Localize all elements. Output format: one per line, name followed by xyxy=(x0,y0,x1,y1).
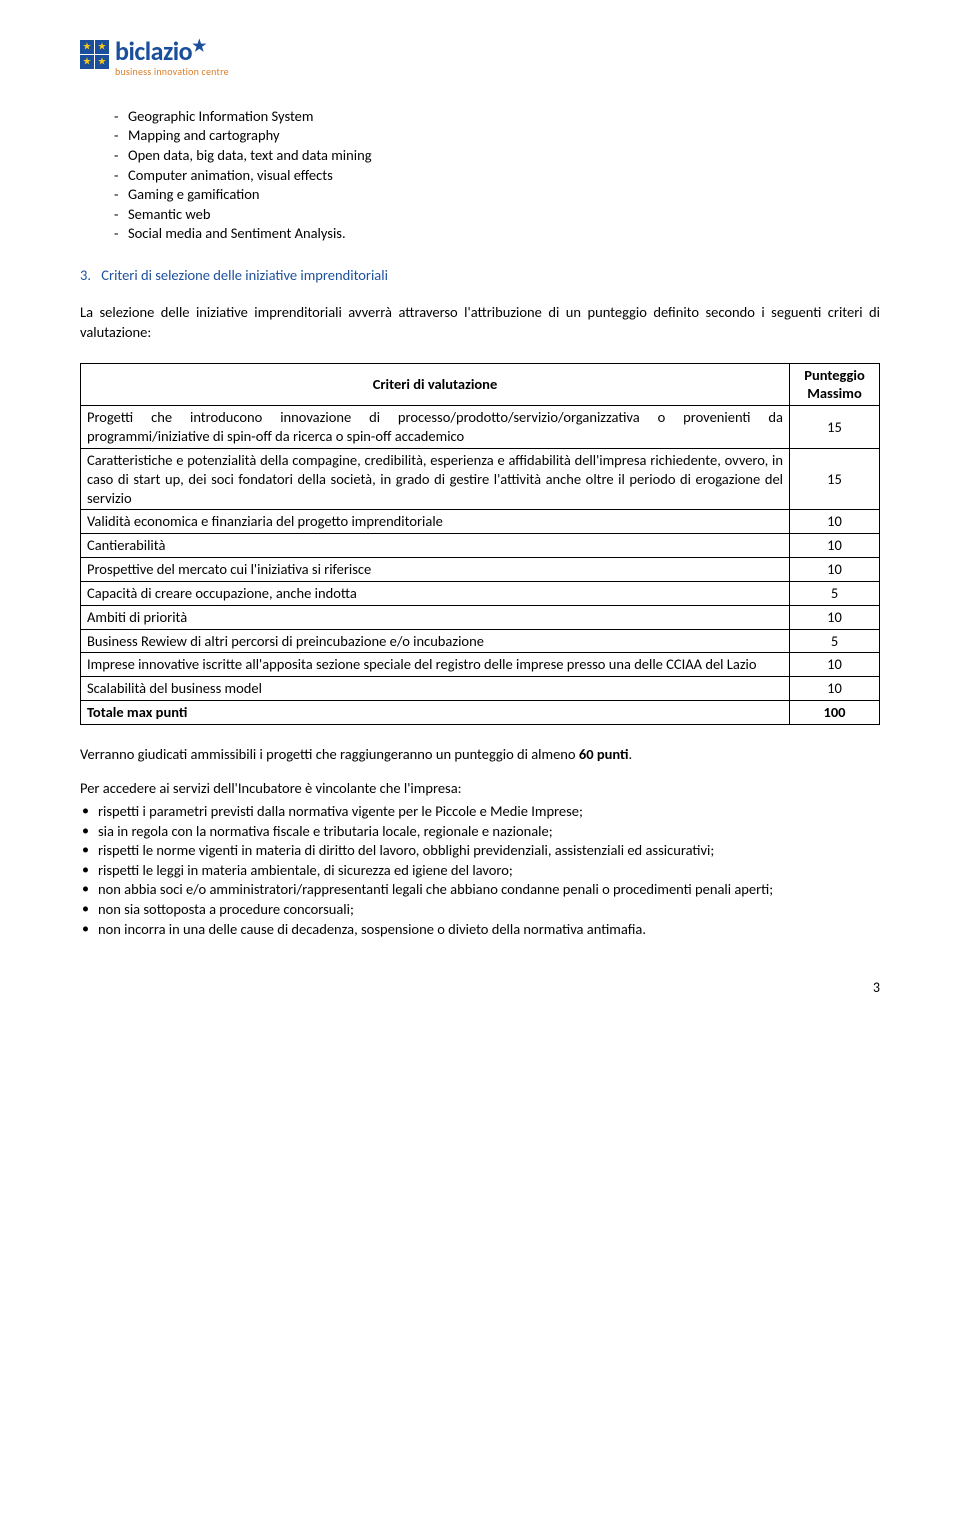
table-row: Prospettive del mercato cui l'iniziativa… xyxy=(81,558,880,582)
section-title: Criteri di selezione delle iniziative im… xyxy=(101,266,388,284)
table-row: Capacità di creare occupazione, anche in… xyxy=(81,581,880,605)
table-row: Cantierabilità10 xyxy=(81,534,880,558)
score-cell: 10 xyxy=(790,534,880,558)
requirements-list: rispetti i parametri previsti dalla norm… xyxy=(80,802,880,939)
criteria-cell: Validità economica e finanziaria del pro… xyxy=(81,510,790,534)
intro-paragraph: La selezione delle iniziative imprendito… xyxy=(80,303,880,342)
table-row: Progetti che introducono innovazione di … xyxy=(81,406,880,449)
score-cell: 10 xyxy=(790,605,880,629)
list-item: Mapping and cartography xyxy=(114,126,880,146)
score-cell: 5 xyxy=(790,581,880,605)
list-item: non sia sottoposta a procedure concorsua… xyxy=(80,900,880,920)
score-cell: 15 xyxy=(790,448,880,510)
table-row: Imprese innovative iscritte all'apposita… xyxy=(81,653,880,677)
technology-bullet-list: Geographic Information SystemMapping and… xyxy=(114,107,880,244)
requirements-intro: Per accedere ai servizi dell'Incubatore … xyxy=(80,779,880,799)
list-item: Computer animation, visual effects xyxy=(114,166,880,186)
list-item: Geographic Information System xyxy=(114,107,880,127)
logo-block: biclazio★ business innovation centre xyxy=(80,40,880,79)
criteria-cell: Capacità di creare occupazione, anche in… xyxy=(81,581,790,605)
table-row: Ambiti di priorità10 xyxy=(81,605,880,629)
section-number: 3. xyxy=(80,266,98,286)
criteria-cell: Caratteristiche e potenzialità della com… xyxy=(81,448,790,510)
list-item: rispetti le norme vigenti in materia di … xyxy=(80,841,880,861)
criteria-table: Criteri di valutazione Punteggio Massimo… xyxy=(80,363,880,726)
list-item: non incorra in una delle cause di decade… xyxy=(80,920,880,940)
table-row: Validità economica e finanziaria del pro… xyxy=(81,510,880,534)
score-cell: 10 xyxy=(790,677,880,701)
list-item: Social media and Sentiment Analysis. xyxy=(114,224,880,244)
table-total-row: Totale max punti100 xyxy=(81,701,880,725)
list-item: Open data, big data, text and data minin… xyxy=(114,146,880,166)
criteria-cell: Ambiti di priorità xyxy=(81,605,790,629)
table-header-criteria: Criteri di valutazione xyxy=(81,363,790,406)
list-item: Gaming e gamification xyxy=(114,185,880,205)
table-row: Scalabilità del business model10 xyxy=(81,677,880,701)
eligibility-paragraph: Verranno giudicati ammissibili i progett… xyxy=(80,745,880,765)
score-cell: 10 xyxy=(790,510,880,534)
criteria-cell: Scalabilità del business model xyxy=(81,677,790,701)
criteria-cell: Progetti che introducono innovazione di … xyxy=(81,406,790,449)
criteria-cell: Business Rewiew di altri percorsi di pre… xyxy=(81,629,790,653)
criteria-cell: Imprese innovative iscritte all'apposita… xyxy=(81,653,790,677)
list-item: Semantic web xyxy=(114,205,880,225)
score-cell: 15 xyxy=(790,406,880,449)
table-row: Business Rewiew di altri percorsi di pre… xyxy=(81,629,880,653)
score-cell: 5 xyxy=(790,629,880,653)
section-heading: 3. Criteri di selezione delle iniziative… xyxy=(80,266,880,286)
page-number: 3 xyxy=(80,979,880,998)
list-item: non abbia soci e/o amministratori/rappre… xyxy=(80,880,880,900)
table-row: Caratteristiche e potenzialità della com… xyxy=(81,448,880,510)
criteria-cell: Prospettive del mercato cui l'iniziativa… xyxy=(81,558,790,582)
list-item: rispetti le leggi in materia ambientale,… xyxy=(80,861,880,881)
table-header-score: Punteggio Massimo xyxy=(790,363,880,406)
logo-tagline: business innovation centre xyxy=(115,65,229,79)
eu-flag-icon xyxy=(80,40,109,69)
score-cell: 10 xyxy=(790,653,880,677)
logo-brand: biclazio★ xyxy=(115,40,229,63)
score-cell: 10 xyxy=(790,558,880,582)
criteria-cell: Cantierabilità xyxy=(81,534,790,558)
list-item: sia in regola con la normativa fiscale e… xyxy=(80,822,880,842)
list-item: rispetti i parametri previsti dalla norm… xyxy=(80,802,880,822)
